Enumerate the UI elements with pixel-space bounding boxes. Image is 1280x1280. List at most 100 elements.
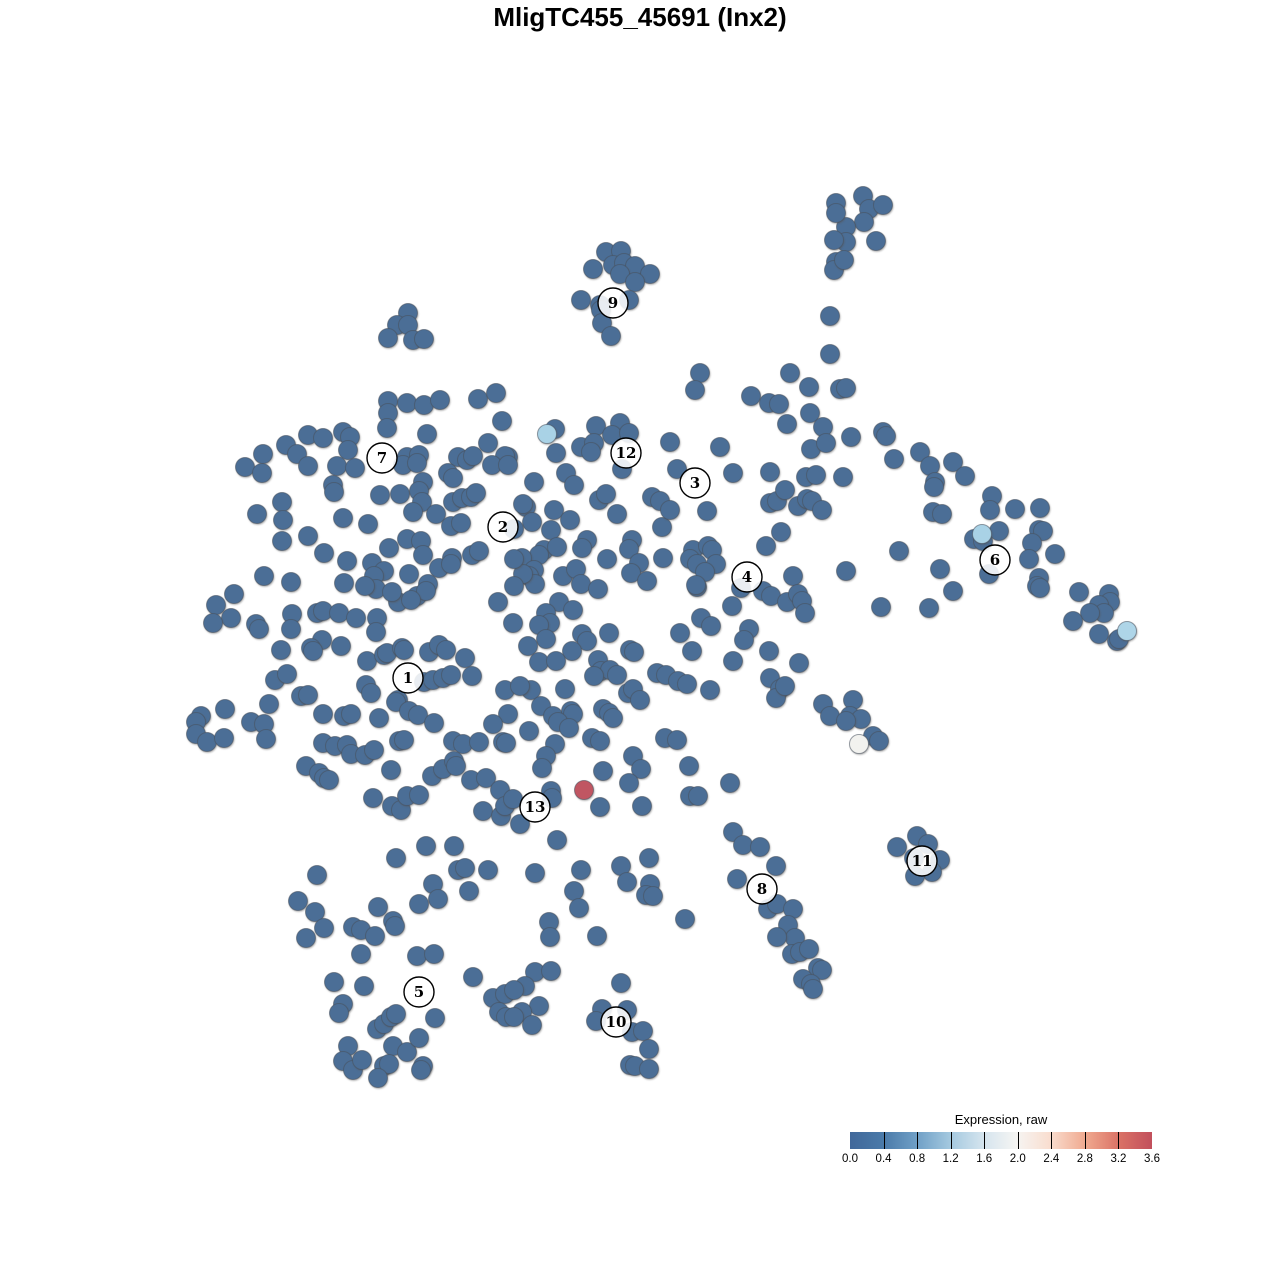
legend-tick-value: 0.0 — [842, 1153, 858, 1165]
cell-point — [799, 939, 819, 959]
cluster-label-circle — [597, 287, 629, 319]
cell-point — [639, 1059, 659, 1079]
cell-point — [298, 456, 318, 476]
legend-tick-line — [1118, 1132, 1120, 1149]
cell-point — [780, 363, 800, 383]
cell-point — [253, 444, 273, 464]
cell-point — [324, 972, 344, 992]
cell-point — [281, 619, 301, 639]
cell-point — [379, 538, 399, 558]
cluster-label-circle — [487, 511, 519, 543]
cluster-label-circle — [403, 976, 435, 1008]
cell-point — [488, 592, 508, 612]
cluster-label-number: 7 — [377, 449, 387, 467]
cell-point — [378, 328, 398, 348]
cell-point — [800, 403, 820, 423]
cell-point — [417, 424, 437, 444]
cell-point — [577, 631, 597, 651]
cell-point — [571, 290, 591, 310]
cell-point — [235, 457, 255, 477]
cell-point — [571, 860, 591, 880]
cell-point — [386, 1004, 406, 1024]
legend-tick-value: 1.2 — [942, 1153, 959, 1165]
cell-point — [478, 860, 498, 880]
cell-point — [510, 676, 530, 696]
cell-point — [803, 979, 823, 999]
cell-point — [836, 561, 856, 581]
cell-point — [955, 466, 975, 486]
cell-point — [382, 582, 402, 602]
cell-point — [314, 543, 334, 563]
cluster-label-7: 7 — [366, 442, 398, 474]
cell-point — [483, 714, 503, 734]
cell-point — [601, 326, 621, 346]
cell-point — [1030, 498, 1050, 518]
cell-point — [826, 203, 846, 223]
cluster-label-number: 8 — [757, 880, 767, 898]
cell-point — [529, 996, 549, 1016]
cell-point — [524, 472, 544, 492]
cell-point — [775, 480, 795, 500]
cell-point — [305, 902, 325, 922]
cluster-label-number: 13 — [525, 798, 546, 816]
cell-point — [504, 576, 524, 596]
cell-point — [331, 636, 351, 656]
cell-point — [849, 734, 869, 754]
cell-point — [386, 848, 406, 868]
cell-point — [889, 541, 909, 561]
cell-point — [346, 608, 366, 628]
cell-point — [492, 411, 512, 431]
cell-point — [351, 944, 371, 964]
cluster-label-3: 3 — [679, 467, 711, 499]
cell-point — [496, 733, 516, 753]
cell-point — [319, 770, 339, 790]
cell-point — [1080, 603, 1100, 623]
cell-point — [789, 653, 809, 673]
cell-point — [1063, 611, 1083, 631]
cell-point — [337, 551, 357, 571]
cell-point — [379, 1054, 399, 1074]
cell-point — [399, 564, 419, 584]
cell-point — [596, 484, 616, 504]
cluster-label-number: 5 — [414, 983, 424, 1001]
cell-point — [759, 641, 779, 661]
cell-point — [544, 500, 564, 520]
cell-point — [569, 898, 589, 918]
cell-point — [824, 230, 844, 250]
cell-point — [816, 433, 836, 453]
cell-point — [675, 909, 695, 929]
cell-point — [537, 424, 557, 444]
cell-point — [546, 443, 566, 463]
cell-point — [597, 549, 617, 569]
cell-point — [504, 1007, 524, 1027]
cell-point — [444, 836, 464, 856]
cell-point — [611, 973, 631, 993]
cell-point — [504, 549, 524, 569]
cell-point — [478, 433, 498, 453]
cell-point — [441, 554, 461, 574]
cell-point — [723, 463, 743, 483]
cell-point — [943, 581, 963, 601]
cell-point — [677, 674, 697, 694]
cell-point — [277, 664, 297, 684]
cell-point — [1005, 499, 1025, 519]
cell-point — [476, 768, 496, 788]
cell-point — [574, 780, 594, 800]
cluster-label-number: 9 — [608, 294, 618, 312]
cell-point — [1019, 549, 1039, 569]
cluster-label-circle — [392, 662, 424, 694]
cell-point — [741, 386, 761, 406]
cell-point — [498, 455, 518, 475]
cell-point — [518, 636, 538, 656]
cell-point — [631, 759, 651, 779]
cell-point — [381, 760, 401, 780]
cell-point — [700, 680, 720, 700]
cell-point — [643, 886, 663, 906]
cell-point — [584, 666, 604, 686]
legend-tick-value: 0.8 — [909, 1153, 926, 1165]
cell-point — [540, 927, 560, 947]
cell-point — [873, 195, 893, 215]
cell-point — [504, 980, 524, 1000]
cell-point — [466, 483, 486, 503]
cell-point — [820, 306, 840, 326]
